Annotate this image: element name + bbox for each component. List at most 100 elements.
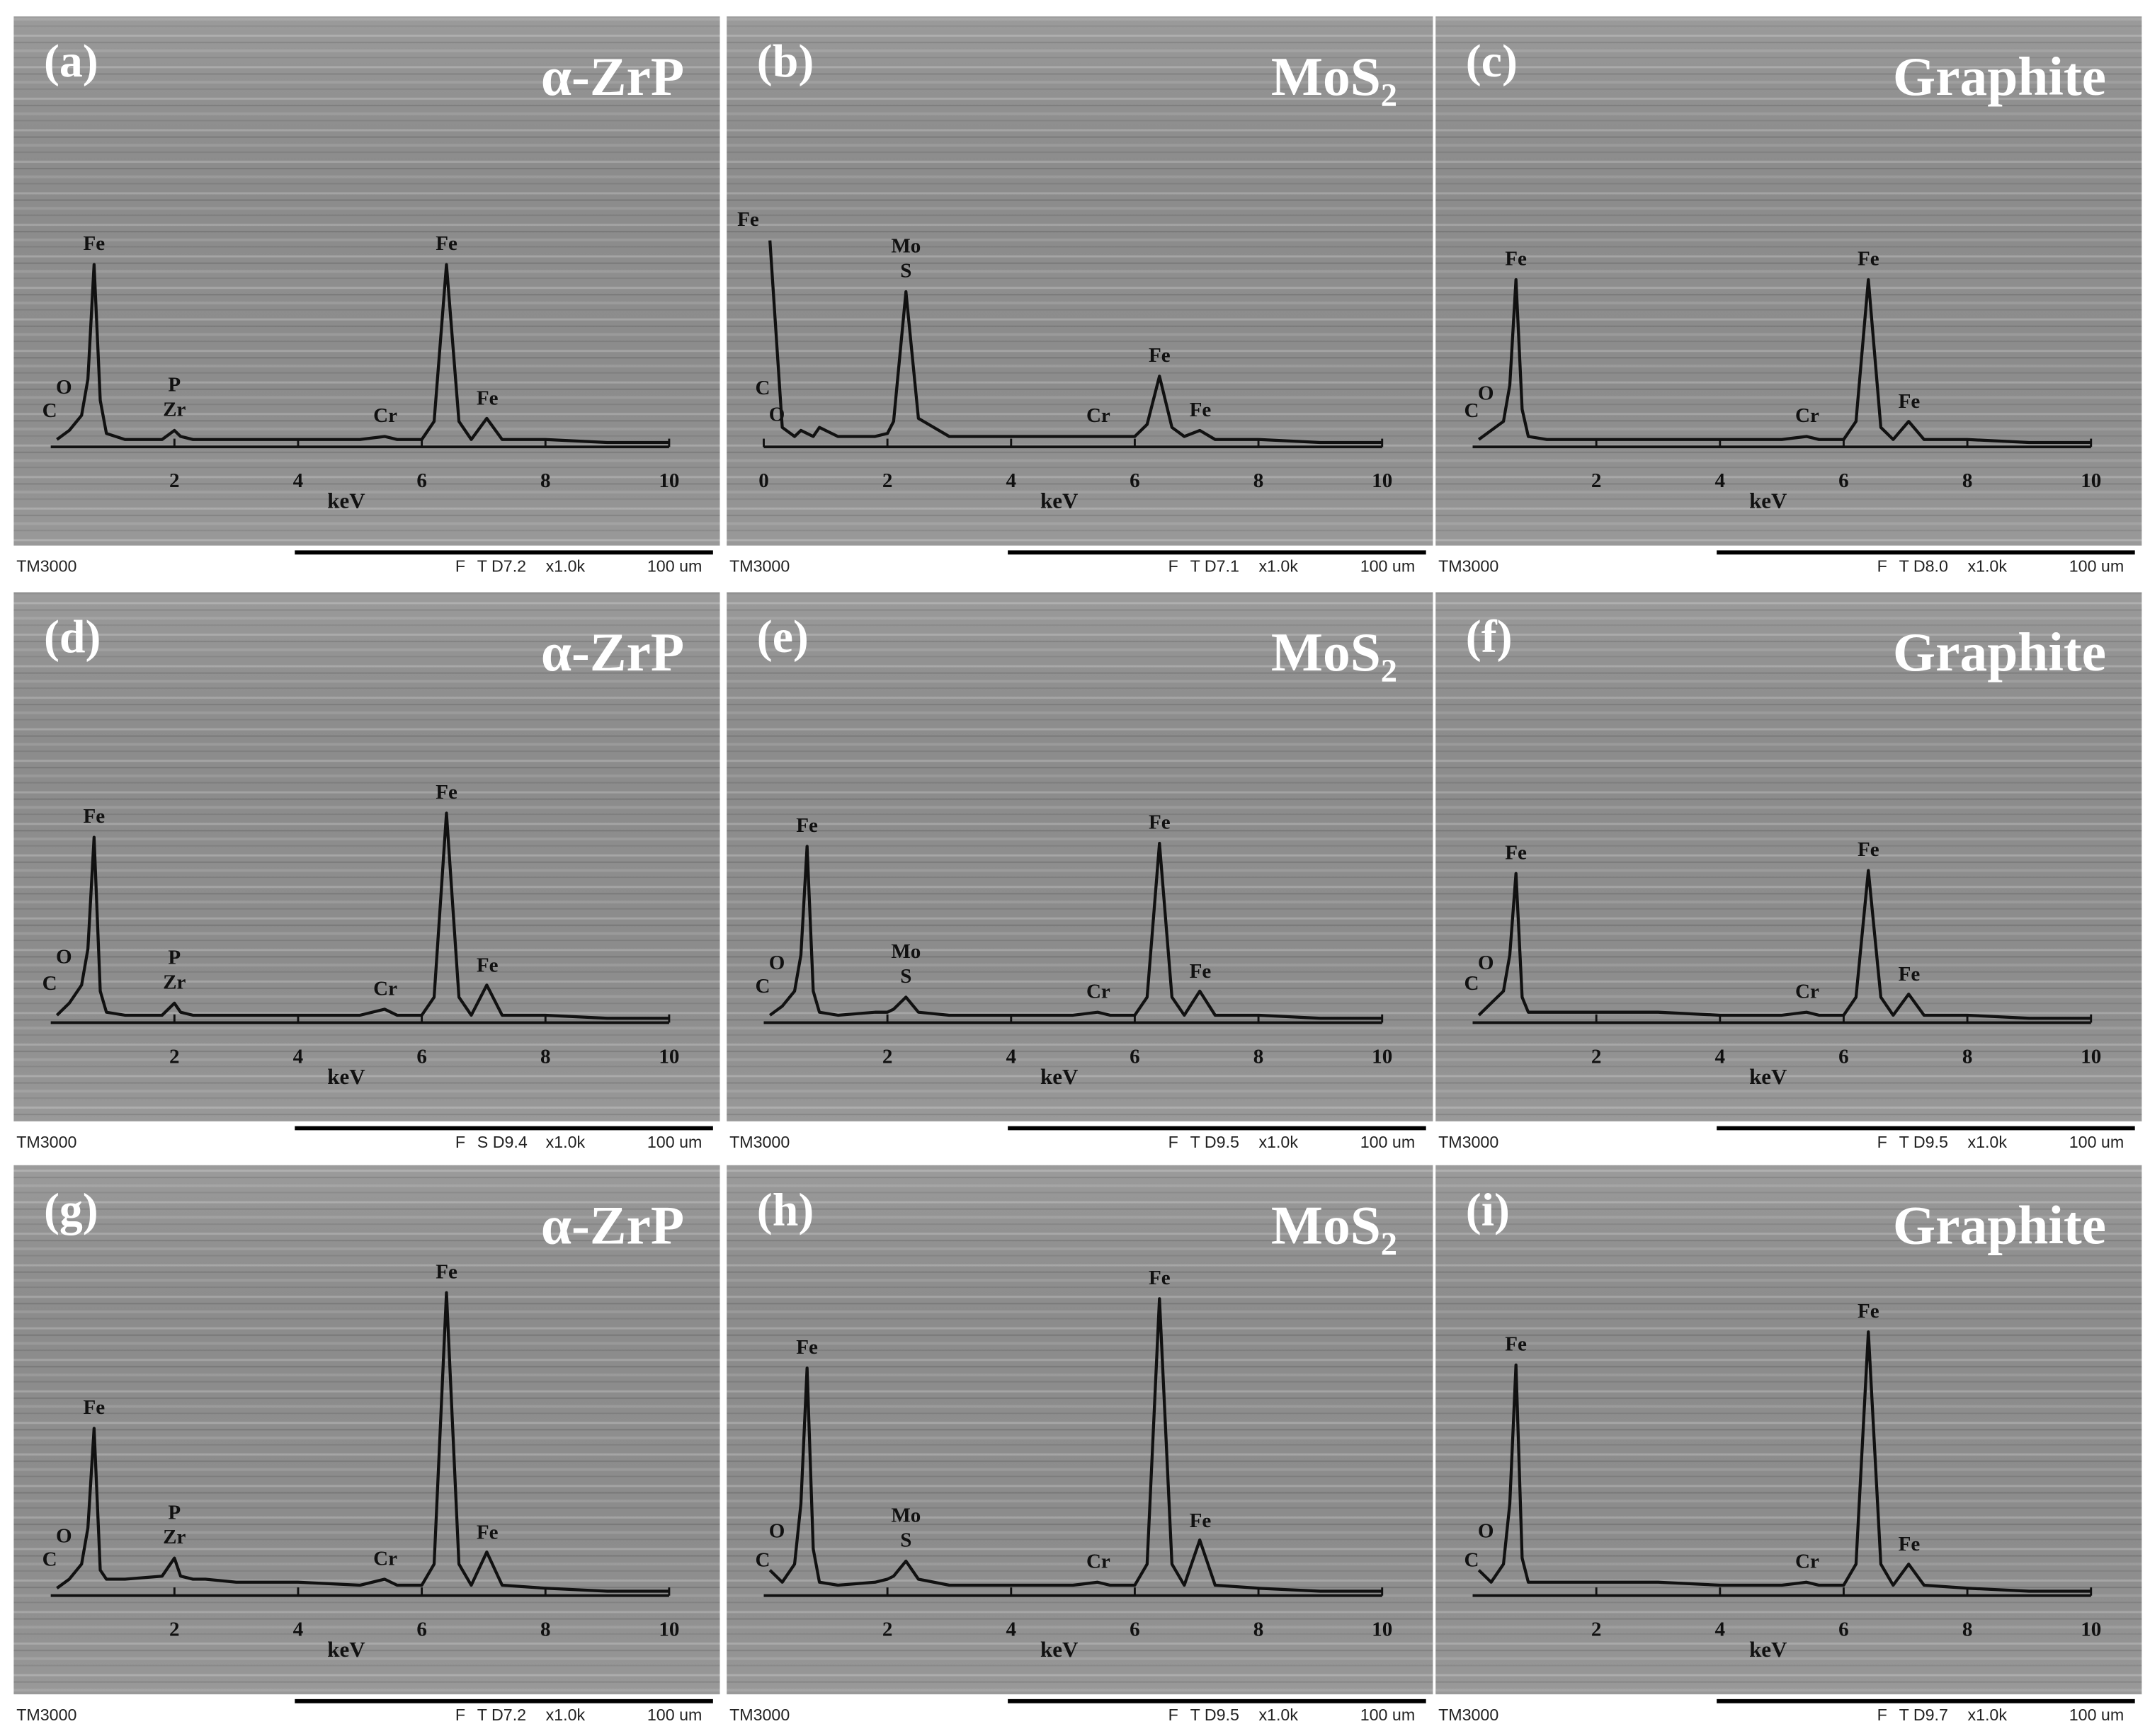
x-tick-label: 4	[1006, 1045, 1017, 1068]
x-tick-label: 6	[1130, 469, 1140, 492]
spectrum-line	[56, 263, 669, 445]
x-tick-label: 6	[1838, 469, 1849, 492]
footer-text: F	[1168, 557, 1178, 576]
panel: (a) α-ZrP 2 4 6 8 10 keV CO Fe Zr P Cr Fe Fe TM3000 F T D…	[13, 16, 720, 576]
x-tick-label: 2	[882, 469, 893, 492]
footer-text: T D9.5	[1190, 1133, 1239, 1151]
image-shade	[13, 16, 720, 546]
peak-label: Fe	[477, 1521, 499, 1544]
footer-text: 100 um	[647, 557, 702, 576]
x-axis-label: keV	[327, 489, 365, 513]
peak-label: O	[1478, 1520, 1494, 1543]
peak-label: Mo	[891, 235, 921, 258]
x-tick-label: 10	[2081, 1618, 2101, 1641]
x-tick-label: 8	[1962, 469, 1973, 492]
panel-label: (c)	[1466, 35, 1518, 87]
x-tick-label: 6	[1130, 1045, 1140, 1068]
peak-label: Fe	[1149, 1267, 1171, 1289]
x-tick-label: 8	[540, 1045, 551, 1068]
peak-label: O	[56, 946, 72, 969]
image-shade	[727, 16, 1433, 546]
spectrum-line	[1477, 278, 2091, 445]
x-tick-label: 4	[1715, 469, 1726, 492]
x-axis-label: keV	[327, 1064, 365, 1089]
peak-label: P	[168, 947, 181, 969]
footer-text: x1.0k	[1967, 1133, 2007, 1151]
peak-label: O	[1478, 952, 1494, 974]
peak-label: C	[755, 377, 770, 399]
material-label: MoS₂	[1271, 46, 1397, 107]
footer-text: T D8.0	[1899, 557, 1948, 576]
panel: (e) MoS₂ 2 4 6 8 10 keV CO Fe SMo Cr Fe Fe TM3000 F T D9…	[727, 592, 1433, 1151]
peak-label: Fe	[1505, 248, 1527, 270]
footer-text: T D9.7	[1899, 1706, 1948, 1724]
peak-label: P	[168, 374, 181, 396]
image-shade	[13, 592, 720, 1121]
footer-text: S D9.4	[477, 1133, 528, 1151]
footer-text: TM3000	[16, 1133, 76, 1151]
peak-label: C	[42, 1548, 57, 1570]
x-tick-label: 8	[1253, 469, 1264, 492]
image-shade	[1435, 1165, 2142, 1695]
peak-label: C	[1464, 1549, 1479, 1572]
peak-label: S	[900, 1529, 911, 1552]
x-tick-label: 6	[1130, 1618, 1140, 1641]
panel: (f) Graphite 2 4 6 8 10 keV CO Fe Cr Fe Fe TM3000 F T D…	[1435, 592, 2142, 1151]
spectrum-line	[1477, 1330, 2091, 1593]
footer-text: T D7.2	[477, 1706, 526, 1724]
peak-label: C	[1464, 972, 1479, 995]
peak-label: S	[900, 260, 911, 282]
panel-label: (b)	[757, 35, 814, 87]
panel: (i) Graphite 2 4 6 8 10 keV CO Fe Cr Fe Fe TM3000 F T D…	[1435, 1165, 2142, 1724]
x-tick-label: 4	[293, 1618, 304, 1641]
peak-label: Cr	[1795, 404, 1819, 427]
peak-label: Cr	[1086, 404, 1110, 427]
footer-text: 100 um	[1360, 1133, 1415, 1151]
spectrum-line	[768, 240, 1382, 445]
panel-label: (a)	[44, 35, 98, 87]
peak-label: Fe	[796, 1336, 818, 1359]
footer-text: TM3000	[729, 557, 790, 576]
x-axis-label: keV	[1749, 1064, 1787, 1089]
peak-label: Cr	[1086, 1551, 1110, 1573]
footer-text: x1.0k	[1967, 1706, 2007, 1724]
footer-text: x1.0k	[1967, 557, 2007, 576]
footer-text: T D7.2	[477, 557, 526, 576]
peak-label: S	[900, 965, 911, 988]
footer-text: T D9.5	[1190, 1706, 1239, 1724]
x-tick-label: 8	[1253, 1045, 1264, 1068]
material-label: α-ZrP	[541, 1194, 684, 1255]
footer-text: x1.0k	[1258, 1133, 1298, 1151]
footer-text: TM3000	[1438, 1706, 1498, 1724]
panel-label: (f)	[1466, 611, 1513, 663]
peak-label: O	[769, 1520, 785, 1543]
peak-label: C	[42, 972, 57, 995]
x-tick-label: 2	[1591, 469, 1602, 492]
peak-label: C	[42, 399, 57, 422]
peak-label: Cr	[1086, 980, 1110, 1003]
footer-text: 100 um	[2069, 557, 2124, 576]
panel-label: (h)	[757, 1184, 814, 1236]
material-label: Graphite	[1893, 1194, 2106, 1255]
spectrum-line	[768, 1297, 1382, 1593]
x-tick-label: 2	[882, 1045, 893, 1068]
x-tick-label: 6	[416, 1045, 427, 1068]
x-tick-label: 4	[293, 469, 304, 492]
x-axis-label: keV	[1040, 1637, 1079, 1662]
footer-text: x1.0k	[546, 557, 586, 576]
x-tick-label: 10	[1372, 1618, 1392, 1641]
x-tick-label: 4	[1715, 1618, 1726, 1641]
peak-label: Fe	[83, 232, 105, 255]
footer-text: x1.0k	[546, 1133, 586, 1151]
footer-text: F	[455, 1706, 465, 1724]
panel: (b) MoS₂ 0 2 4 6 8 10 keV CO Fe SMo Cr Fe Fe TM3000 F T D…	[727, 16, 1433, 576]
x-axis-label: keV	[327, 1637, 365, 1662]
x-tick-label: 8	[540, 1618, 551, 1641]
material-label: MoS₂	[1271, 1194, 1397, 1255]
peak-label: Fe	[1505, 1333, 1527, 1356]
peak-label: Fe	[83, 1396, 105, 1419]
footer-text: F	[455, 1133, 465, 1151]
peak-label: O	[1478, 382, 1494, 405]
